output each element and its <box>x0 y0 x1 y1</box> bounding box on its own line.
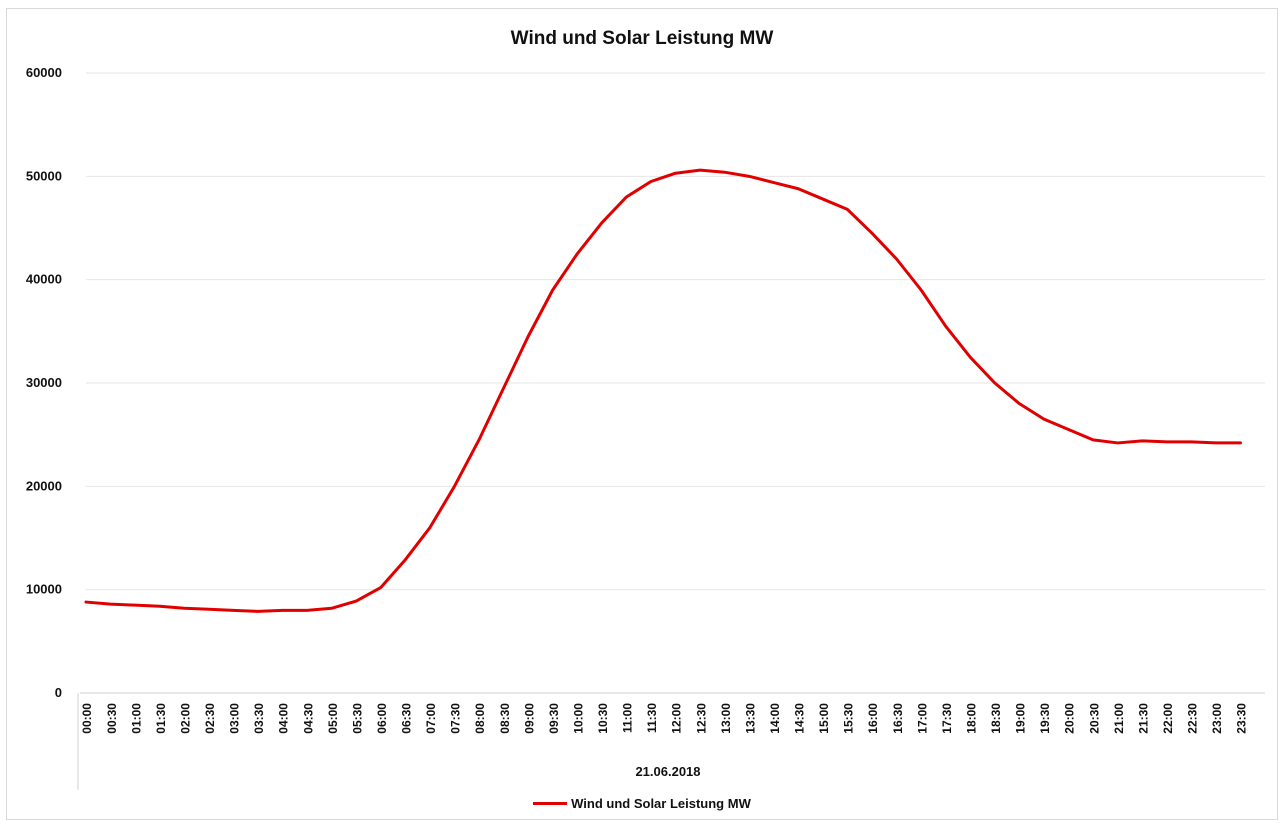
x-tick-label: 19:00 <box>1014 703 1028 734</box>
x-tick-label: 11:00 <box>621 703 635 733</box>
x-tick-label: 18:00 <box>964 703 978 734</box>
x-tick-label: 05:00 <box>326 703 340 734</box>
x-tick-label: 14:00 <box>768 703 782 734</box>
x-tick-label: 05:30 <box>350 703 364 734</box>
x-tick-label: 03:00 <box>228 703 242 734</box>
x-tick-label: 18:30 <box>989 703 1003 734</box>
x-tick-label: 07:30 <box>449 703 463 734</box>
x-tick-label: 10:30 <box>596 703 610 734</box>
x-tick-label: 00:00 <box>80 703 94 734</box>
x-tick-label: 06:00 <box>375 703 389 734</box>
x-tick-label: 13:00 <box>719 703 733 734</box>
x-tick-label: 12:30 <box>694 703 708 734</box>
x-tick-label: 07:00 <box>424 703 438 734</box>
x-tick-label: 22:00 <box>1161 703 1175 734</box>
x-tick-label: 10:00 <box>571 703 585 734</box>
x-axis-tick-labels: 00:00 00:30 01:00 01:30 02:00 02:30 03:00 03:30… <box>80 703 1248 734</box>
x-tick-label: 23:30 <box>1235 703 1249 734</box>
x-tick-label: 04:30 <box>301 703 315 734</box>
x-axis-date-label: 21.06.2018 <box>635 764 701 779</box>
x-tick-label: 04:00 <box>277 703 291 734</box>
x-tick-label: 21:00 <box>1112 703 1126 734</box>
x-tick-label: 14:30 <box>793 703 807 734</box>
x-tick-label: 20:00 <box>1063 703 1077 734</box>
y-tick-label: 20000 <box>26 478 62 493</box>
series-layer <box>84 168 1242 613</box>
x-tick-label: 13:30 <box>743 703 757 734</box>
x-tick-label: 01:30 <box>154 703 168 734</box>
series-line <box>84 168 1242 613</box>
x-tick-label: 19:30 <box>1038 703 1052 734</box>
chart-title: Wind und Solar Leistung MW <box>510 28 774 49</box>
x-tick-label: 22:30 <box>1186 703 1200 734</box>
x-tick-label: 16:30 <box>891 703 905 734</box>
x-tick-label: 08:00 <box>473 703 487 734</box>
x-tick-label: 21:30 <box>1136 703 1150 734</box>
x-tick-label: 17:30 <box>940 703 954 734</box>
x-tick-label: 15:30 <box>842 703 856 734</box>
x-tick-label: 09:00 <box>522 703 536 734</box>
x-tick-label: 11:30 <box>645 703 659 733</box>
x-tick-label: 00:30 <box>105 703 119 734</box>
gridlines <box>86 72 1265 591</box>
x-axis <box>77 692 1265 790</box>
x-tick-label: 12:00 <box>670 703 684 734</box>
x-tick-label: 15:00 <box>817 703 831 734</box>
x-tick-label: 01:00 <box>129 703 143 734</box>
x-tick-label: 03:30 <box>252 703 266 734</box>
y-tick-label: 0 <box>55 685 62 700</box>
y-tick-label: 50000 <box>26 168 62 183</box>
y-axis-tick-labels: 0 10000 20000 30000 40000 50000 60000 <box>26 65 62 700</box>
legend-label: Wind und Solar Leistung MW <box>571 796 751 811</box>
x-tick-label: 17:00 <box>915 703 929 734</box>
y-tick-label: 30000 <box>26 375 62 390</box>
legend: Wind und Solar Leistung MW <box>0 796 1284 811</box>
x-tick-label: 08:30 <box>498 703 512 734</box>
x-tick-label: 20:30 <box>1087 703 1101 734</box>
legend-swatch <box>533 802 568 806</box>
x-tick-label: 23:00 <box>1210 703 1224 734</box>
x-tick-label: 09:30 <box>547 703 561 734</box>
x-tick-label: 06:30 <box>400 703 414 734</box>
x-tick-label: 16:00 <box>866 703 880 734</box>
y-tick-label: 40000 <box>26 272 62 287</box>
x-tick-label: 02:00 <box>178 703 192 734</box>
x-tick-label: 02:30 <box>203 703 217 734</box>
chart-frame <box>6 8 1278 820</box>
y-tick-label: 60000 <box>26 65 62 80</box>
y-tick-label: 10000 <box>26 582 62 597</box>
